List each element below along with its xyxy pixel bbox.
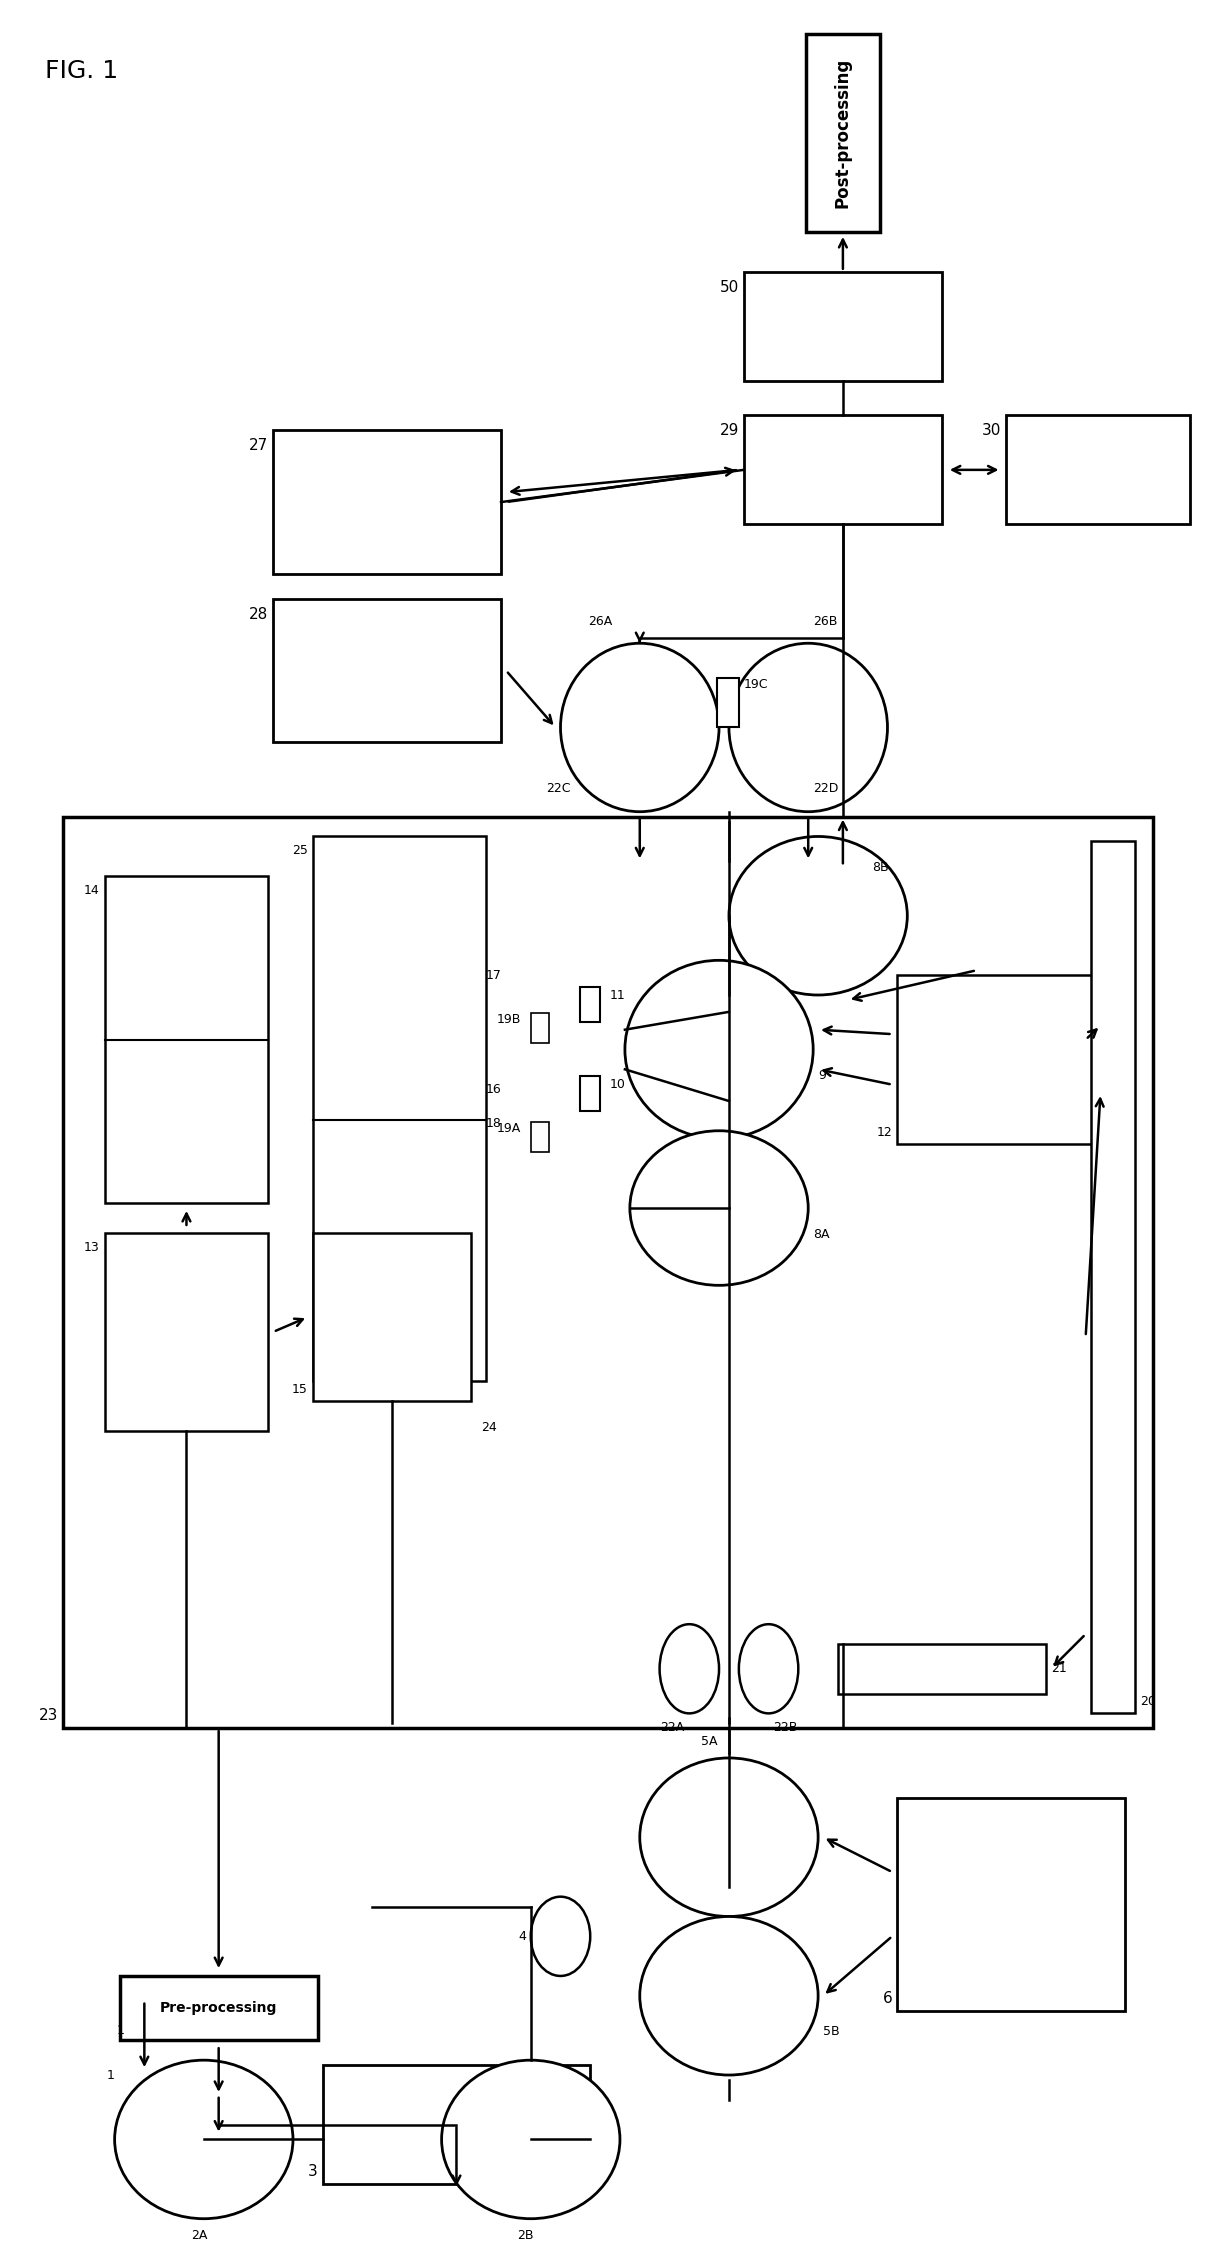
Text: 8B: 8B bbox=[872, 860, 889, 874]
Bar bbox=[531, 1121, 549, 1152]
Text: 26B: 26B bbox=[813, 615, 838, 629]
Text: 1: 1 bbox=[117, 2024, 124, 2037]
Text: 25: 25 bbox=[292, 844, 308, 858]
Ellipse shape bbox=[625, 961, 813, 1139]
Text: 28: 28 bbox=[248, 606, 268, 622]
Bar bbox=[581, 1076, 600, 1112]
Bar bbox=[105, 1233, 268, 1431]
Text: 27: 27 bbox=[248, 438, 268, 454]
Ellipse shape bbox=[659, 1624, 720, 1714]
Ellipse shape bbox=[729, 642, 888, 811]
Ellipse shape bbox=[561, 642, 720, 811]
Text: 22A: 22A bbox=[661, 1720, 684, 1734]
Text: 16: 16 bbox=[486, 1083, 501, 1096]
Bar bbox=[119, 1976, 317, 2039]
Text: 2B: 2B bbox=[518, 2228, 534, 2242]
Text: 20: 20 bbox=[1140, 1696, 1156, 1709]
Bar bbox=[898, 975, 1096, 1143]
Ellipse shape bbox=[640, 1759, 818, 1916]
Bar bbox=[806, 34, 879, 231]
Text: 22C: 22C bbox=[546, 782, 571, 795]
Text: 3: 3 bbox=[308, 2165, 317, 2179]
Text: 8A: 8A bbox=[813, 1229, 830, 1240]
Text: FIG. 1: FIG. 1 bbox=[46, 58, 118, 83]
Ellipse shape bbox=[114, 2060, 293, 2219]
Bar bbox=[63, 818, 1153, 1727]
Text: 21: 21 bbox=[1050, 1662, 1066, 1676]
Ellipse shape bbox=[640, 1916, 818, 2075]
Text: 19B: 19B bbox=[497, 1013, 520, 1026]
Text: 12: 12 bbox=[877, 1125, 893, 1139]
Ellipse shape bbox=[442, 2060, 620, 2219]
Bar bbox=[531, 1013, 549, 1042]
Ellipse shape bbox=[739, 1624, 798, 1714]
Text: 11: 11 bbox=[610, 988, 626, 1002]
Ellipse shape bbox=[531, 1896, 590, 1976]
Text: 10: 10 bbox=[610, 1078, 626, 1092]
Bar bbox=[898, 1797, 1125, 2010]
Text: 22B: 22B bbox=[774, 1720, 798, 1734]
Text: 14: 14 bbox=[84, 885, 100, 896]
Text: 15: 15 bbox=[292, 1384, 308, 1397]
Text: 22D: 22D bbox=[813, 782, 839, 795]
Text: 30: 30 bbox=[982, 422, 1001, 438]
Text: 50: 50 bbox=[720, 279, 739, 294]
Bar bbox=[581, 986, 600, 1022]
Text: 6: 6 bbox=[883, 1990, 893, 2006]
Bar bbox=[744, 416, 942, 523]
Text: 23: 23 bbox=[39, 1709, 58, 1723]
Bar bbox=[322, 2064, 590, 2183]
Text: 19C: 19C bbox=[744, 678, 769, 692]
Text: 19A: 19A bbox=[497, 1123, 520, 1134]
Bar bbox=[744, 272, 942, 380]
Text: 18: 18 bbox=[485, 1116, 501, 1130]
Text: 5B: 5B bbox=[823, 2026, 840, 2039]
Text: 26A: 26A bbox=[588, 615, 613, 629]
Ellipse shape bbox=[630, 1130, 808, 1285]
Bar bbox=[312, 836, 486, 1381]
Bar bbox=[273, 600, 501, 743]
Text: Pre-processing: Pre-processing bbox=[160, 2001, 277, 2015]
Bar bbox=[1091, 842, 1135, 1714]
Ellipse shape bbox=[729, 836, 908, 995]
Text: 4: 4 bbox=[518, 1929, 525, 1943]
Text: 29: 29 bbox=[720, 422, 739, 438]
Bar bbox=[838, 1644, 1046, 1693]
Text: Post-processing: Post-processing bbox=[834, 58, 852, 209]
Text: 9: 9 bbox=[818, 1069, 827, 1083]
Bar bbox=[312, 1233, 471, 1402]
Text: 1: 1 bbox=[107, 2069, 114, 2082]
Bar bbox=[1006, 416, 1189, 523]
Text: 5A: 5A bbox=[701, 1736, 717, 1747]
Bar bbox=[273, 431, 501, 575]
Text: 17: 17 bbox=[485, 968, 501, 982]
Bar bbox=[717, 678, 739, 728]
Text: 24: 24 bbox=[481, 1422, 497, 1435]
Bar bbox=[105, 876, 268, 1204]
Text: 13: 13 bbox=[84, 1240, 100, 1253]
Text: 2A: 2A bbox=[191, 2228, 207, 2242]
